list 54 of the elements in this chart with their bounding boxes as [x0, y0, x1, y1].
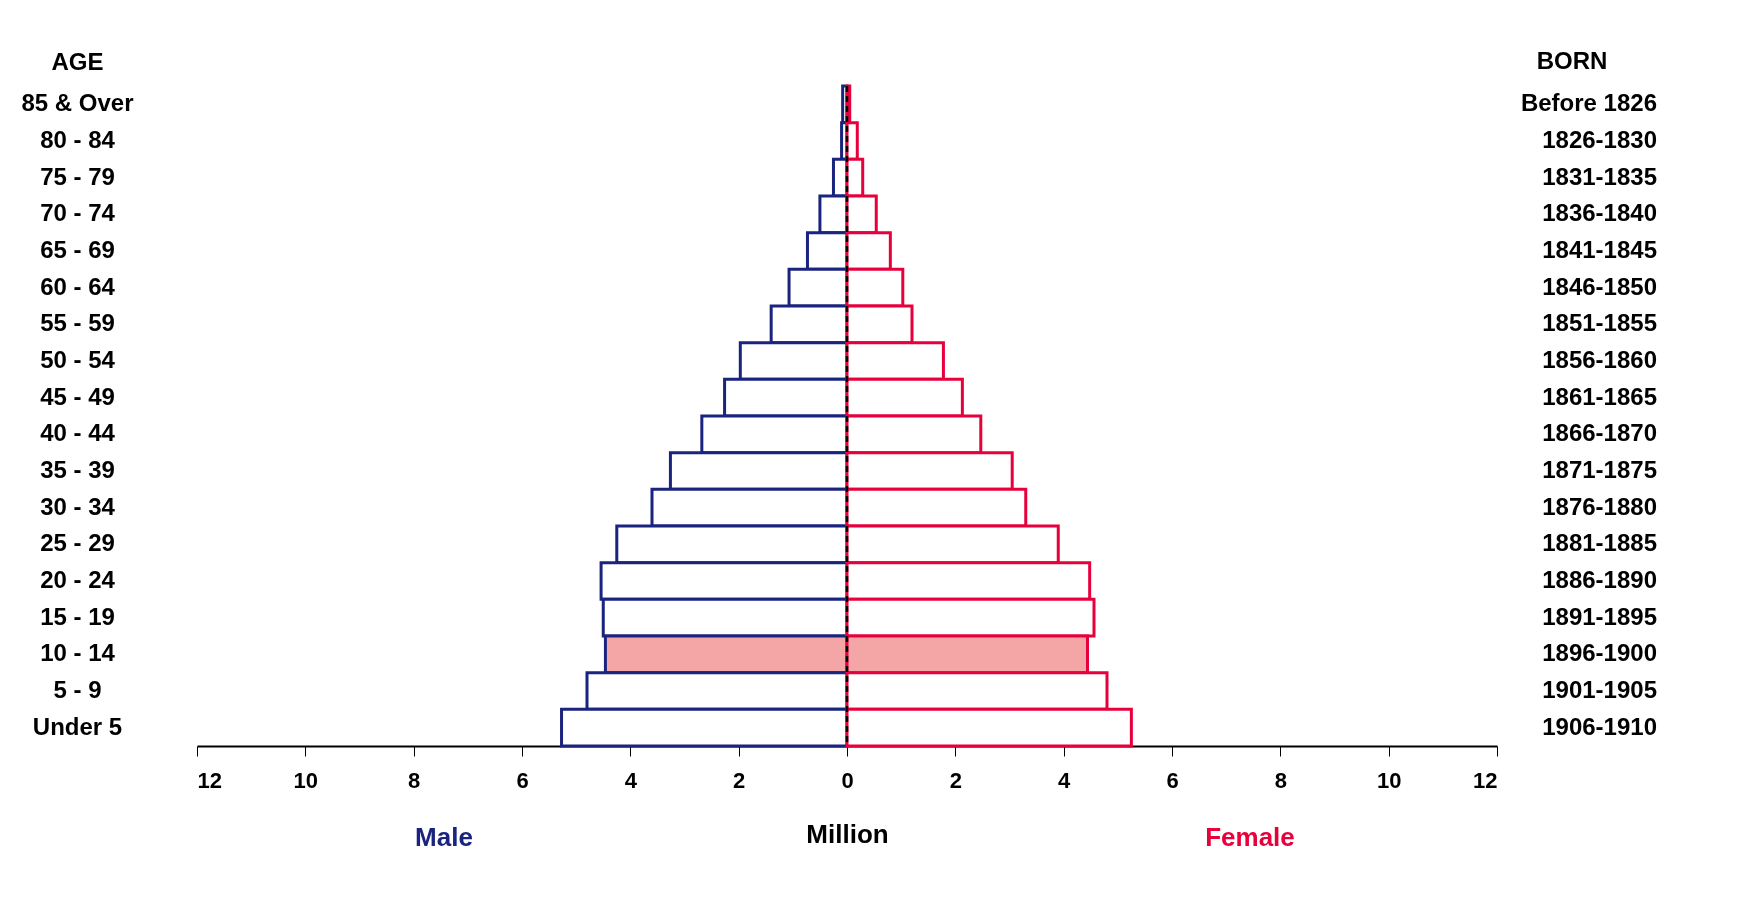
y2-tick-label: 1861-1865	[1542, 382, 1657, 410]
text: Male	[415, 822, 473, 852]
y-tick-label: 40 - 44	[40, 419, 116, 447]
y2-tick-label: 1826-1830	[1542, 126, 1657, 153]
y-tick-label: 55 - 59	[40, 309, 115, 337]
y-tick-label: 15 - 19	[40, 602, 115, 630]
y-axis-title: AGE	[51, 47, 104, 75]
y-tick-label: 65 - 69	[40, 236, 115, 263]
y-tick-label: 5 - 9	[53, 676, 102, 703]
y2-tick-label: 1836-1840	[1542, 199, 1657, 227]
y2-tick-label: 1851-1855	[1542, 309, 1657, 337]
x-tick-label: 4	[1058, 767, 1072, 793]
y2-tick-label: Before 1826	[1520, 89, 1657, 117]
y2-tick-label: 1866-1870	[1542, 419, 1657, 447]
x-tick-label: 4	[624, 767, 638, 793]
x-tick-label: 12	[197, 767, 222, 793]
y2-tick-label: 1876-1880	[1542, 492, 1657, 520]
y-tick-label: 25 - 29	[40, 529, 115, 557]
y2-tick-label: 1831-1835	[1542, 162, 1657, 190]
x-tick-label: 6	[516, 767, 529, 793]
y2-axis-title: BORN	[1536, 47, 1608, 74]
y-tick-label: 85 & Over	[21, 89, 134, 117]
x-axis-title: Million	[806, 818, 889, 849]
y-tick-label: 75 - 79	[40, 162, 115, 190]
x-tick-label: 6	[1166, 767, 1179, 793]
x-tick-label: 10	[1376, 767, 1402, 793]
y2-tick-label: 1841-1845	[1542, 236, 1657, 263]
y-tick-label: 45 - 49	[40, 382, 115, 410]
y-tick-label: 30 - 34	[40, 492, 116, 520]
y-tick-label: 50 - 54	[40, 346, 116, 373]
x-tick-label: 10	[293, 767, 319, 793]
y2-tick-label: 1846-1850	[1542, 272, 1657, 300]
y-tick-label: 80 - 84	[40, 126, 116, 153]
y2-tick-label: 1906-1910	[1542, 712, 1657, 740]
y2-tick-label: 1891-1895	[1542, 602, 1657, 630]
y2-tick-label: 1901-1905	[1542, 676, 1657, 703]
y2-tick-label: 1856-1860	[1542, 346, 1657, 373]
y2-tick-label: 1896-1900	[1542, 639, 1657, 667]
text: Female	[1205, 822, 1295, 852]
y-tick-label: 20 - 24	[40, 566, 116, 593]
y-tick-label: 35 - 39	[40, 456, 115, 483]
x-tick-label: 8	[1274, 767, 1287, 793]
y2-tick-label: 1871-1875	[1542, 456, 1657, 483]
y-tick-label: Under 5	[32, 712, 123, 740]
y2-tick-label: 1881-1885	[1542, 529, 1657, 557]
y-tick-label: 10 - 14	[40, 639, 116, 667]
y2-tick-label: 1886-1890	[1542, 566, 1657, 593]
x-tick-label: 8	[408, 767, 421, 793]
x-tick-label: 0	[841, 767, 854, 793]
x-tick-label: 2	[949, 767, 962, 793]
x-tick-label: 12	[1473, 767, 1498, 793]
y-tick-label: 70 - 74	[40, 199, 116, 227]
x-tick-label: 2	[733, 767, 746, 793]
y-tick-label: 60 - 64	[40, 272, 116, 300]
